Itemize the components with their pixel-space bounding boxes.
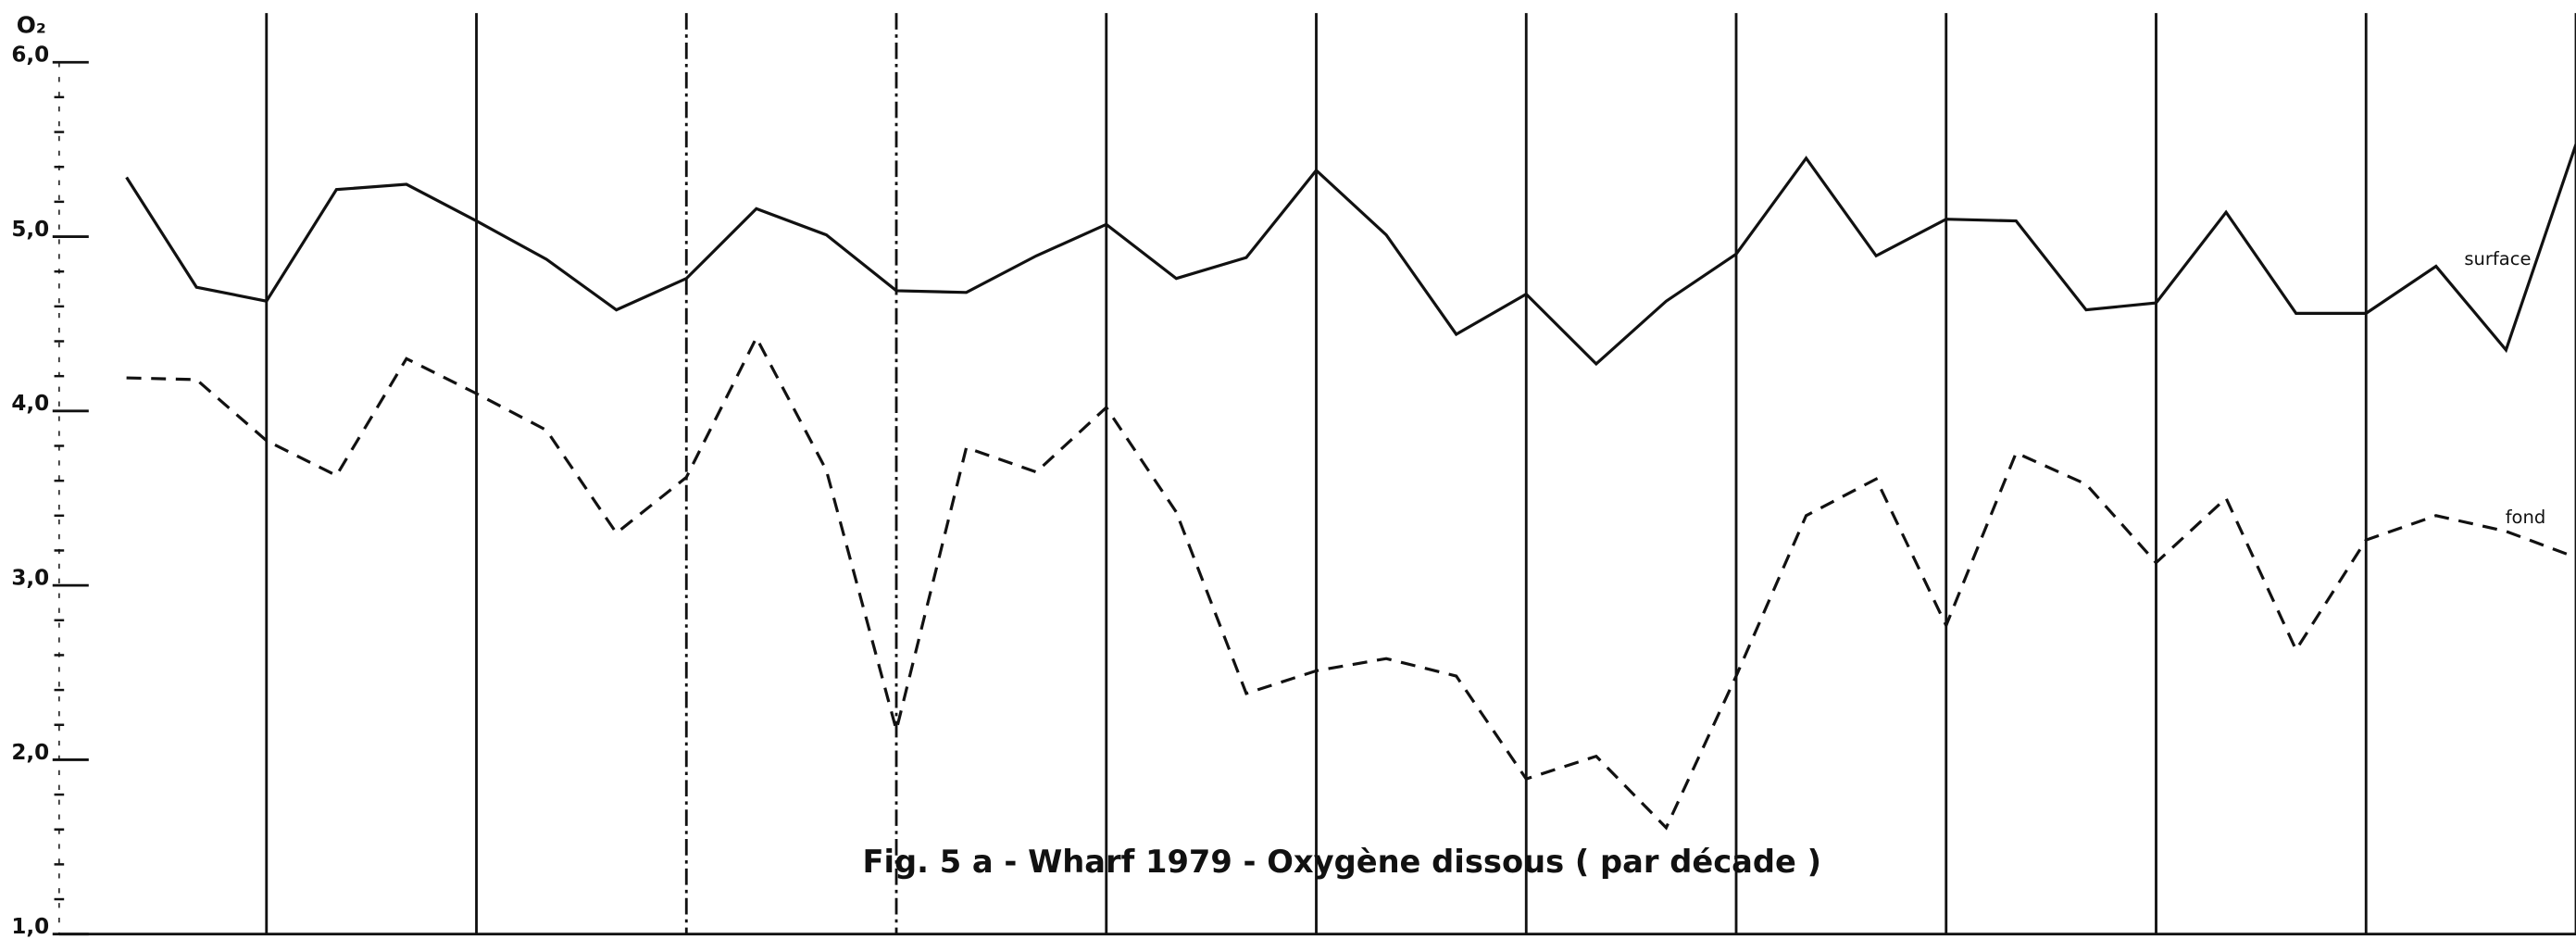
- y-tick-label: 3,0: [11, 567, 49, 591]
- y-tick-label: 2,0: [11, 741, 49, 765]
- y-tick-label: 5,0: [11, 218, 49, 242]
- series-label: fond: [2506, 507, 2546, 528]
- y-tick-label: 4,0: [11, 392, 49, 416]
- y-axis-label: O₂: [17, 11, 46, 38]
- series-line: [126, 334, 2576, 831]
- y-tick-label: 6,0: [11, 44, 49, 68]
- y-tick-label: 1,0: [11, 915, 49, 939]
- series-line: [125, 144, 2576, 367]
- series-label: surface: [2464, 248, 2531, 269]
- chart-title: Fig. 5 a - Wharf 1979 - Oxygène dissous …: [862, 844, 1821, 880]
